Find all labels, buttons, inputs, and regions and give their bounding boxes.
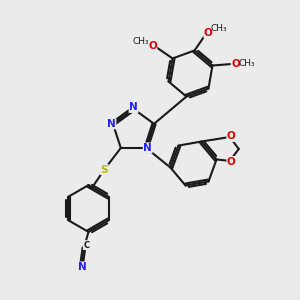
Text: O: O [227,131,236,141]
Text: S: S [100,165,108,175]
Text: N: N [77,262,86,272]
Text: O: O [148,41,157,52]
Text: N: N [143,143,152,153]
Text: O: O [231,59,240,69]
Text: N: N [107,119,116,129]
Text: CH₃: CH₃ [132,37,149,46]
Text: CH₃: CH₃ [239,59,255,68]
Text: N: N [129,102,138,112]
Text: C: C [83,241,89,250]
Text: CH₃: CH₃ [210,24,227,33]
Text: O: O [227,157,236,166]
Text: O: O [204,28,213,38]
